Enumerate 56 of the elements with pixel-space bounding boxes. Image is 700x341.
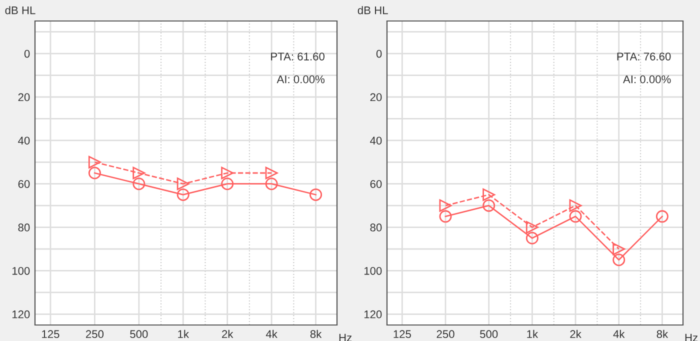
point <box>439 199 452 212</box>
y-tick-label: 80 <box>18 224 30 232</box>
x-tick-label: 1k <box>527 330 538 338</box>
y-tick-label: 80 <box>370 224 382 232</box>
point <box>221 178 234 190</box>
point <box>526 232 538 244</box>
y-axis-title: dB HL <box>5 6 36 14</box>
point <box>88 156 101 168</box>
x-tick-label: 4k <box>266 330 278 338</box>
point <box>526 221 538 234</box>
y-tick-label: 60 <box>370 180 382 188</box>
point <box>569 210 582 223</box>
point <box>176 188 190 201</box>
point <box>612 242 626 256</box>
point <box>88 166 101 180</box>
annotation: AI: 0.00% <box>276 75 325 84</box>
point <box>612 254 626 266</box>
y-axis-title: dB HL <box>358 6 388 14</box>
x-tick-label: 250 <box>436 330 454 338</box>
point <box>265 166 278 180</box>
x-tick-label: 1k <box>178 330 190 338</box>
y-tick-label: 100 <box>364 266 382 275</box>
point <box>439 210 452 223</box>
y-tick-label: 120 <box>364 310 382 318</box>
y-tick-label: 40 <box>18 136 30 145</box>
point <box>132 178 146 190</box>
y-tick-label: 0 <box>376 50 382 58</box>
annotation: PTA: 76.60 <box>617 52 671 60</box>
y-tick-label: 120 <box>12 310 30 318</box>
x-tick-label: 250 <box>86 330 104 338</box>
point <box>482 188 496 201</box>
x-tick-label: 4k <box>613 330 625 338</box>
y-tick-label: 20 <box>18 93 30 102</box>
x-tick-label: 8k <box>310 330 322 338</box>
y-tick-label: 0 <box>24 50 30 58</box>
point <box>176 178 190 190</box>
point <box>265 178 278 190</box>
y-tick-label: 60 <box>18 180 30 188</box>
point <box>482 199 496 212</box>
x-tick-label: 2k <box>570 330 582 338</box>
x-tick-label: 500 <box>480 330 498 338</box>
point <box>221 166 234 180</box>
point <box>656 210 668 223</box>
x-tick-label: 500 <box>130 330 148 338</box>
x-tick-label: 125 <box>42 330 60 338</box>
x-tick-label: 125 <box>394 330 411 338</box>
x-tick-label: 2k <box>222 330 234 338</box>
y-tick-label: 100 <box>12 266 30 275</box>
y-tick-label: 20 <box>370 93 382 102</box>
point <box>310 188 322 201</box>
y-tick-label: 40 <box>370 136 382 145</box>
point <box>132 166 146 180</box>
annotation: PTA: 61.60 <box>271 52 324 60</box>
annotation: AI: 0.00% <box>623 75 671 84</box>
point <box>569 199 582 212</box>
x-tick-label: 8k <box>656 330 668 338</box>
